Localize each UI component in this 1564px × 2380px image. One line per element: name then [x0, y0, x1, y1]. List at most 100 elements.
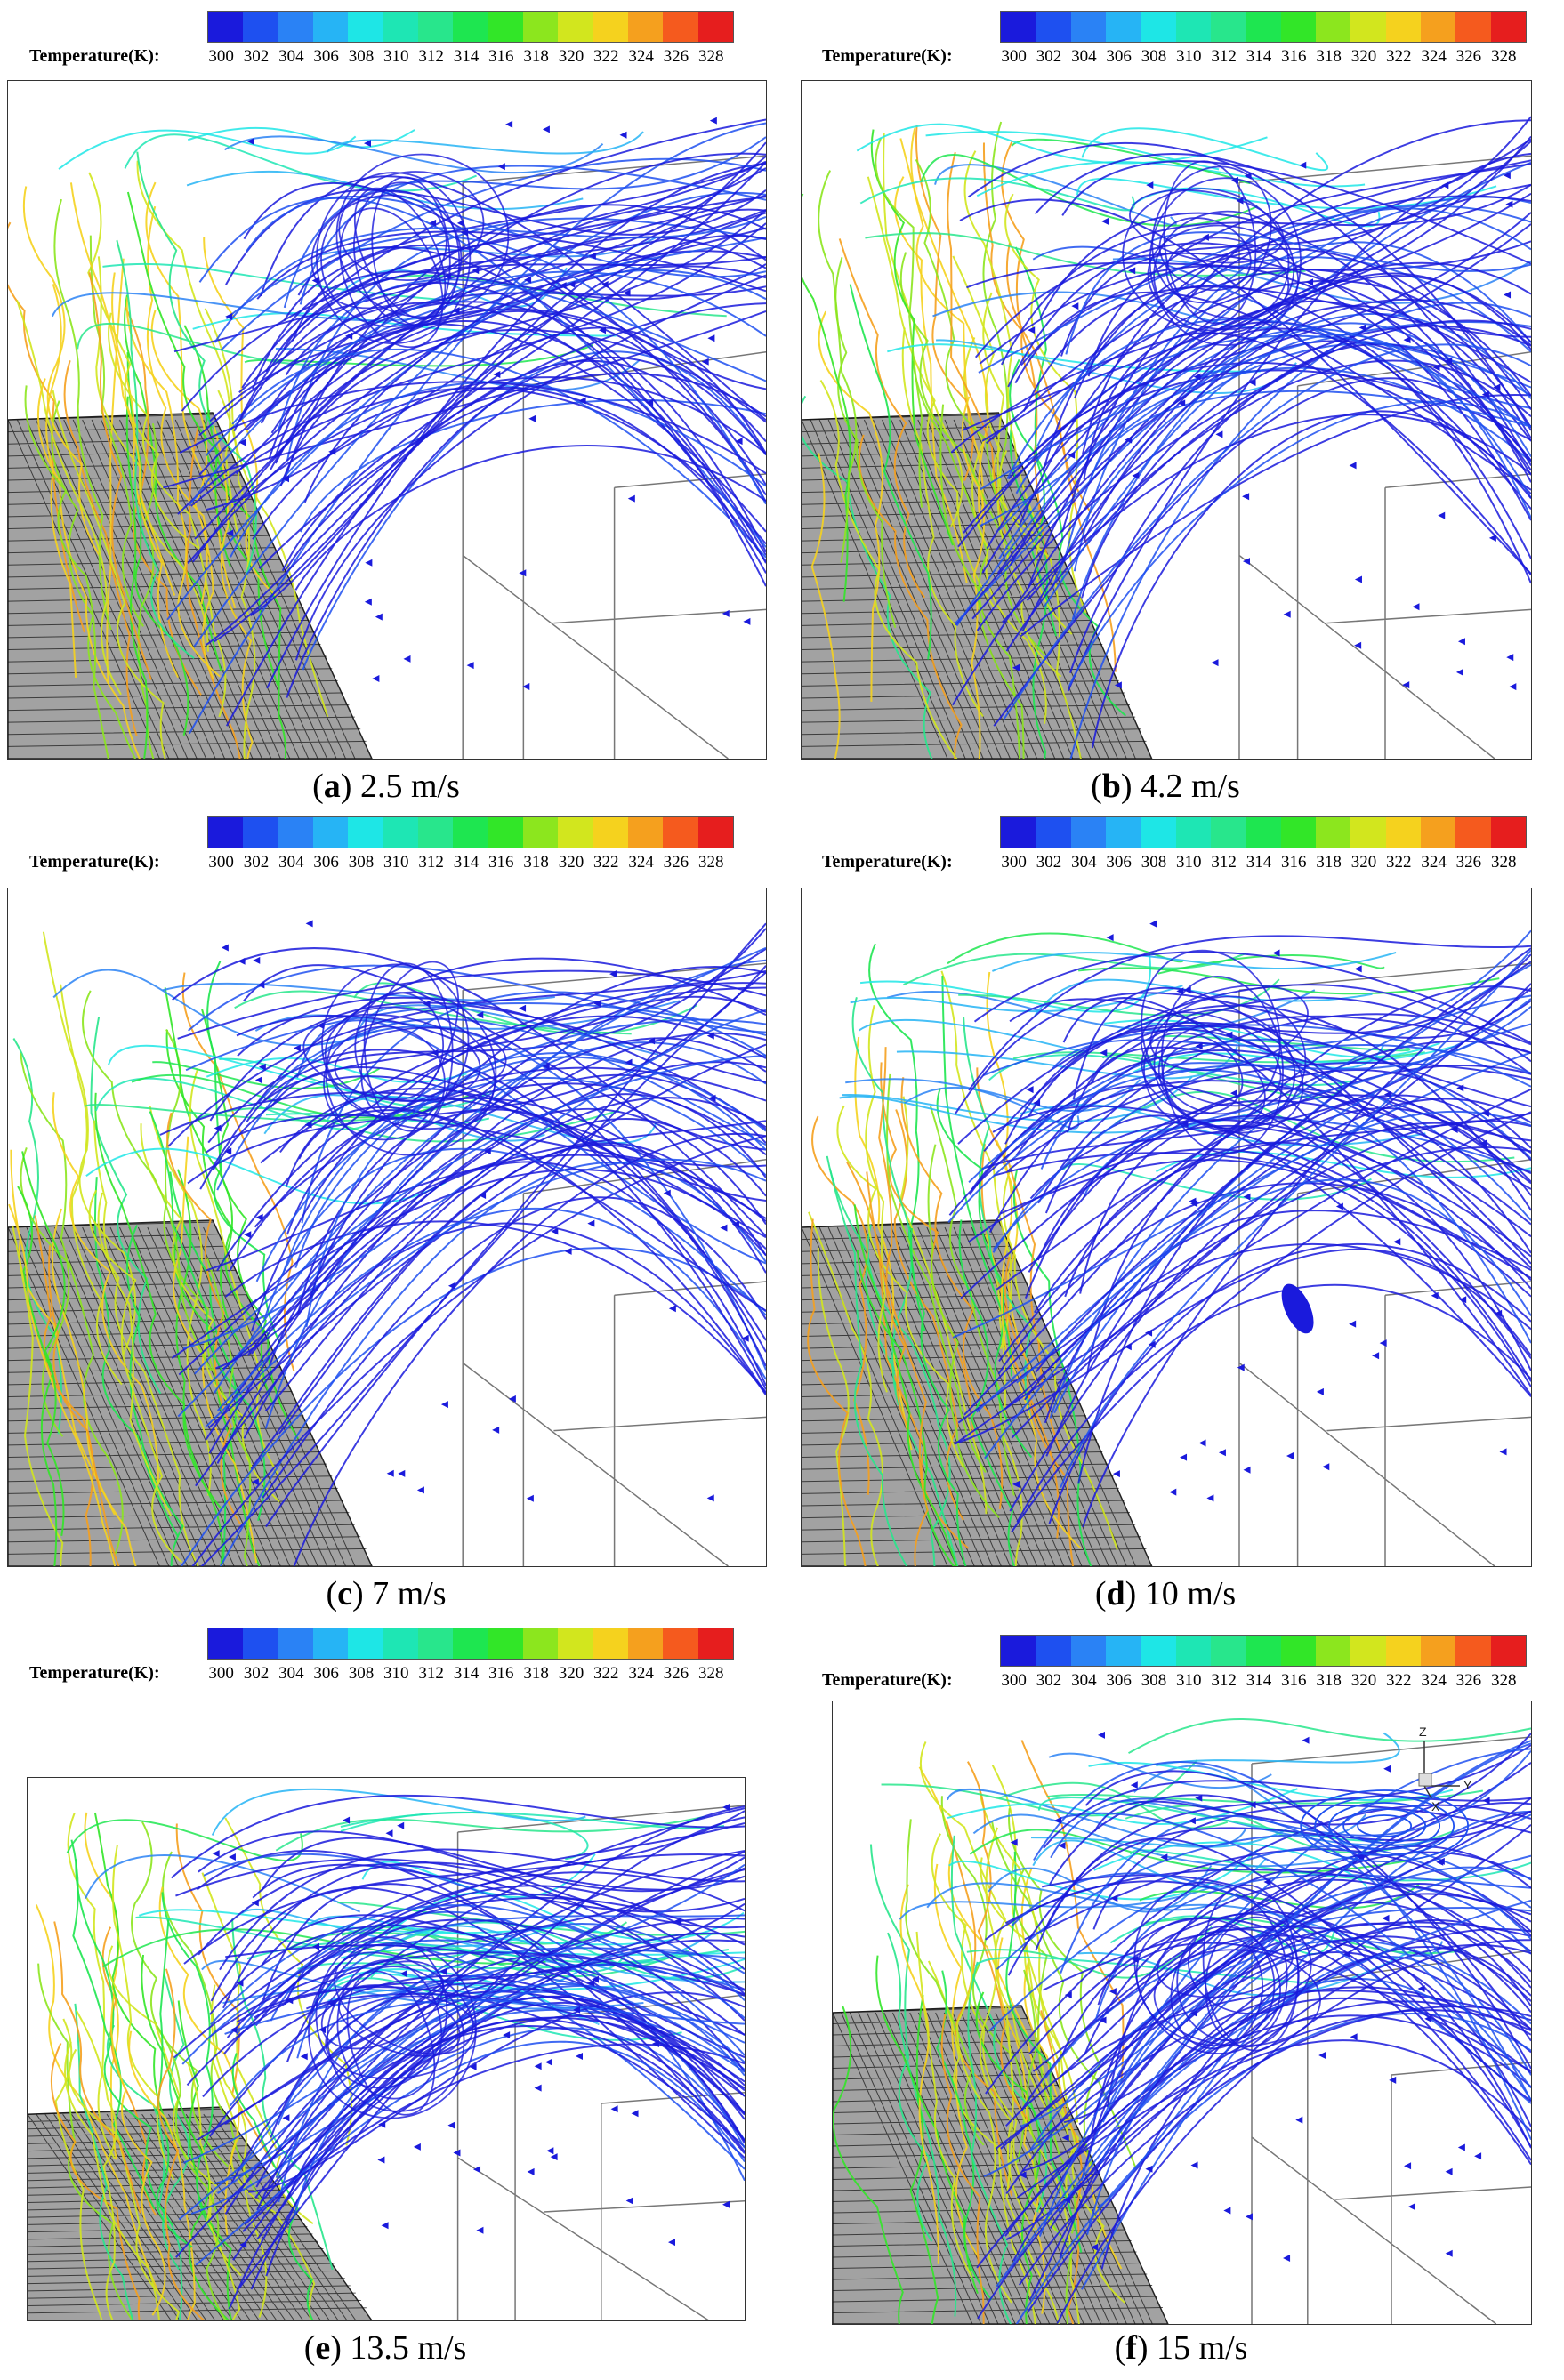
- flow-arrow: [1322, 1463, 1330, 1471]
- flow-arrow: [251, 1478, 259, 1486]
- streamline: [1115, 1090, 1515, 1163]
- streamline: [875, 137, 923, 508]
- streamlines: [802, 116, 1531, 759]
- flow-arrow: [609, 970, 617, 978]
- flow-arrow: [386, 1469, 394, 1477]
- flow-arrow: [503, 2031, 511, 2039]
- flow-arrow: [1299, 161, 1307, 169]
- flow-arrow: [527, 2167, 535, 2175]
- streamline: [933, 1863, 980, 2258]
- streamline: [173, 195, 766, 353]
- flow-arrow: [1316, 1387, 1324, 1395]
- flow-arrow: [1215, 430, 1223, 438]
- flow-arrow: [1206, 1494, 1214, 1502]
- flow-arrow: [1248, 1801, 1256, 1809]
- streamline: [958, 978, 1280, 1017]
- flow-arrow: [1180, 1453, 1188, 1461]
- streamline: [951, 274, 1531, 706]
- streamline: [1048, 1243, 1531, 1524]
- streamline: [224, 1850, 745, 2215]
- flow-arrow: [508, 1395, 516, 1403]
- streamline: [1001, 141, 1049, 560]
- streamline: [286, 1885, 745, 2062]
- vortex-loop: [315, 1936, 448, 2089]
- streamline: [236, 310, 766, 486]
- flow-arrow: [497, 163, 505, 171]
- flow-arrow: [1099, 2016, 1107, 2024]
- streamline: [68, 2048, 181, 2320]
- flow-arrow: [1114, 681, 1122, 689]
- flow-arrow: [456, 219, 464, 227]
- streamline: [270, 1066, 766, 1239]
- streamline: [883, 133, 963, 527]
- colorbar-ticks: 300 302 304 306 308 310 312 314 316 318 320 322 324 3…: [996, 47, 1521, 67]
- streamline: [1049, 994, 1531, 1419]
- streamline: [156, 2025, 227, 2320]
- streamline: [181, 972, 295, 1371]
- colorbar-swatch: [417, 1628, 454, 1659]
- streamline: [252, 387, 766, 563]
- colorbar-swatch: [1175, 817, 1211, 848]
- streamline: [1015, 996, 1531, 1156]
- streamline: [980, 321, 1531, 491]
- colorbar-swatch: [663, 1628, 698, 1659]
- streamline: [1012, 1170, 1092, 1566]
- flow-arrow: [627, 494, 635, 503]
- streamline: [213, 425, 254, 759]
- streamline: [278, 278, 766, 430]
- colorbar-swatch: [1001, 817, 1036, 848]
- streamline: [1004, 953, 1531, 1145]
- colorbar-tick-label: 302: [1036, 47, 1062, 66]
- streamline: [179, 381, 766, 475]
- panel-caption: (f) 15 m/s: [832, 2328, 1530, 2368]
- streamline: [836, 1105, 964, 1468]
- streamline: [896, 1046, 1238, 1080]
- streamline: [20, 1053, 70, 1437]
- flow-arrow: [1198, 1439, 1206, 1447]
- flow-arrow: [238, 957, 246, 965]
- streamline: [198, 301, 766, 553]
- streamline: [175, 1823, 276, 2168]
- colorbar-swatch: [1070, 1636, 1106, 1666]
- streamline: [327, 1095, 657, 1144]
- vortex-loop: [334, 1026, 507, 1103]
- streamline: [915, 1931, 973, 2278]
- flow-arrow: [1110, 1894, 1118, 1902]
- vortex-loop: [334, 1951, 474, 2055]
- streamline: [1093, 1733, 1531, 1832]
- streamline: [162, 310, 766, 489]
- flow-arrow: [1176, 987, 1184, 995]
- vortex-loop: [310, 194, 447, 310]
- streamline: [1016, 2009, 1531, 2199]
- vortex-loop: [320, 189, 463, 327]
- vortex-loop: [1170, 1933, 1264, 2050]
- streamline: [854, 1036, 913, 1451]
- streamline: [838, 238, 926, 599]
- flow-arrow: [706, 1032, 714, 1040]
- streamlines: [35, 1788, 745, 2320]
- flow-arrows: [1012, 161, 1517, 691]
- flow-arrow: [1033, 1099, 1041, 1107]
- streamline-plot-d: [801, 888, 1532, 1567]
- streamline: [956, 1918, 1012, 2304]
- streamline: [183, 1810, 745, 1965]
- flow-arrow: [668, 1305, 676, 1313]
- colorbar-swatch: [1036, 817, 1071, 848]
- colorbar-swatch: [1105, 1636, 1141, 1666]
- streamline: [82, 990, 213, 1371]
- streamline: [204, 308, 329, 718]
- flow-arrow: [1063, 2196, 1071, 2204]
- colorbar-swatch: [383, 1628, 418, 1659]
- flow-arrow: [483, 1147, 491, 1155]
- streamline: [209, 141, 766, 422]
- flow-arrow: [476, 2226, 484, 2234]
- vortex-loop: [1157, 1023, 1304, 1134]
- flow-arrow: [300, 2053, 308, 2061]
- flow-arrow: [1436, 1858, 1444, 1866]
- flow-arrow: [1243, 1466, 1251, 1474]
- colorbar: [207, 11, 734, 43]
- streamline: [219, 1848, 745, 1971]
- colorbar-swatch: [1070, 817, 1106, 848]
- streamline: [10, 1149, 116, 1516]
- flow-arrows: [212, 1803, 730, 2248]
